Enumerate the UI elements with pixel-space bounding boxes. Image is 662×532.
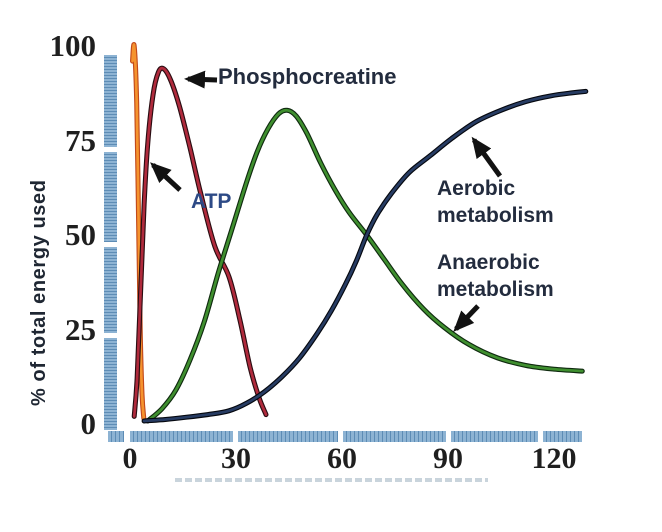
y-tick-label-0: 0 (80, 406, 97, 441)
y-tick-label-50: 50 (65, 217, 96, 252)
y-tick-label-100: 100 (49, 28, 97, 63)
x-axis-segment (543, 431, 582, 442)
phosphocreatine-label-arrow (184, 70, 218, 89)
y-axis-segment (104, 247, 117, 333)
atp-label: ATP (191, 190, 232, 213)
x-tick-label-90: 90 (432, 442, 463, 475)
x-axis-segment (130, 431, 233, 442)
aerobic-label-arrow (471, 136, 503, 178)
curve-aerobic-metabolism (142, 90, 588, 423)
y-tick-label-25: 25 (65, 311, 96, 347)
y-axis-segment (104, 152, 117, 242)
atp-label-arrow (150, 162, 182, 192)
decorative-dashed-underline (175, 478, 488, 482)
x-axis-segment (343, 431, 446, 442)
x-axis-line (0, 431, 662, 442)
y-axis-line (104, 0, 117, 532)
curve-phosphocreatine (132, 66, 268, 418)
y-axis-segment (104, 338, 117, 430)
x-axis-segment (238, 431, 338, 442)
y-tick-label-75: 75 (65, 122, 96, 158)
phosphocreatine-label: Phosphocreatine (218, 64, 397, 89)
x-tick-label-120: 120 (531, 442, 577, 475)
x-tick-label-30: 30 (220, 442, 251, 475)
curve-atp (131, 43, 146, 420)
anaerobic-label: Anaerobic metabolism (437, 251, 554, 301)
curve-anaerobic-metabolism (146, 108, 584, 423)
x-tick-label-60: 60 (326, 442, 357, 475)
y-axis-segment (104, 55, 117, 147)
x-tick-label-0: 0 (122, 442, 138, 475)
anaerobic-label-arrow (453, 304, 480, 332)
aerobic-label: Aerobic metabolism (437, 177, 554, 227)
curve-phosphocreatine-edge (131, 65, 269, 419)
x-axis-segment (108, 431, 124, 442)
x-axis-segment (451, 431, 538, 442)
